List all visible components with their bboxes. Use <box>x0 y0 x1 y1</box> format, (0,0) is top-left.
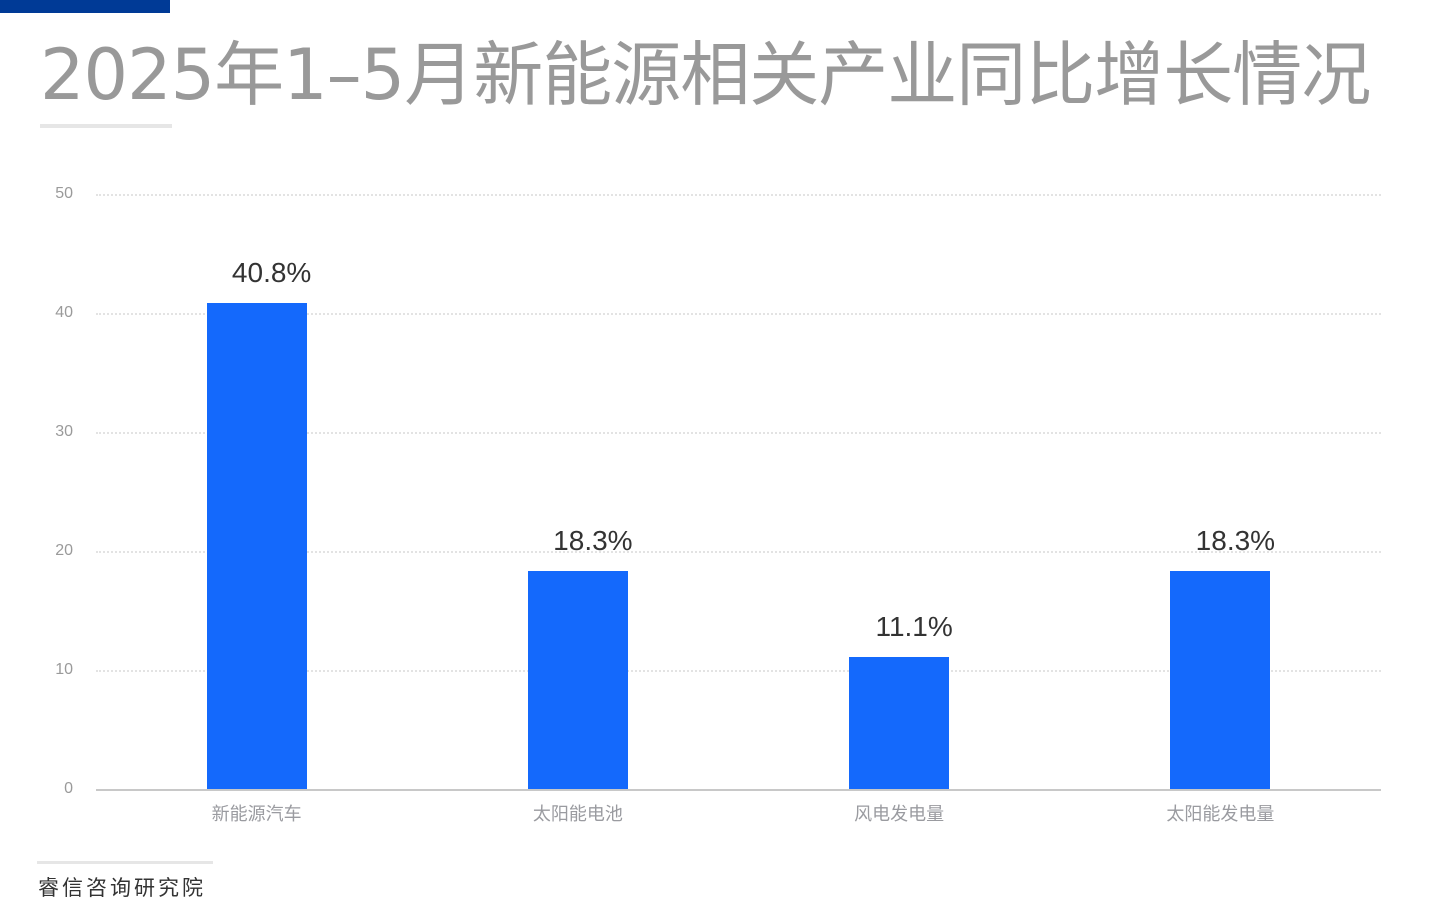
x-axis-category-label: 太阳能发电量 <box>1166 804 1275 825</box>
bar <box>849 656 950 789</box>
y-axis-tick-label: 20 <box>55 542 73 559</box>
y-axis-tick-label: 40 <box>55 304 73 321</box>
bar-value-label: 18.3% <box>1195 525 1276 557</box>
bar-value-label: 11.1% <box>875 610 953 642</box>
bar-value-label: 18.3% <box>553 525 633 557</box>
gridline <box>96 432 1381 434</box>
source-label: 睿信咨询研究院 <box>38 876 206 900</box>
bar <box>1170 571 1271 789</box>
title-underline <box>40 124 172 128</box>
x-axis-line <box>96 789 1381 791</box>
bar-value-label: 40.8% <box>231 257 312 289</box>
gridline <box>96 551 1381 553</box>
bar <box>527 571 628 789</box>
x-axis-category-label: 太阳能电池 <box>532 804 623 825</box>
top-accent-bar <box>0 0 170 13</box>
y-axis-tick-label: 0 <box>64 780 73 797</box>
y-axis-tick-label: 10 <box>55 661 73 678</box>
x-axis-category-label: 风电发电量 <box>854 804 945 825</box>
y-axis-tick-label: 50 <box>55 185 73 202</box>
page-title: 2025年1–5月新能源相关产业同比增长情况 <box>40 34 1371 116</box>
gridline <box>96 670 1381 672</box>
gridline <box>96 194 1381 196</box>
bar <box>206 303 307 789</box>
footer-divider <box>37 861 213 864</box>
y-axis-tick-label: 30 <box>55 423 73 440</box>
x-axis-category-label: 新能源汽车 <box>211 804 302 825</box>
gridline <box>96 313 1381 315</box>
